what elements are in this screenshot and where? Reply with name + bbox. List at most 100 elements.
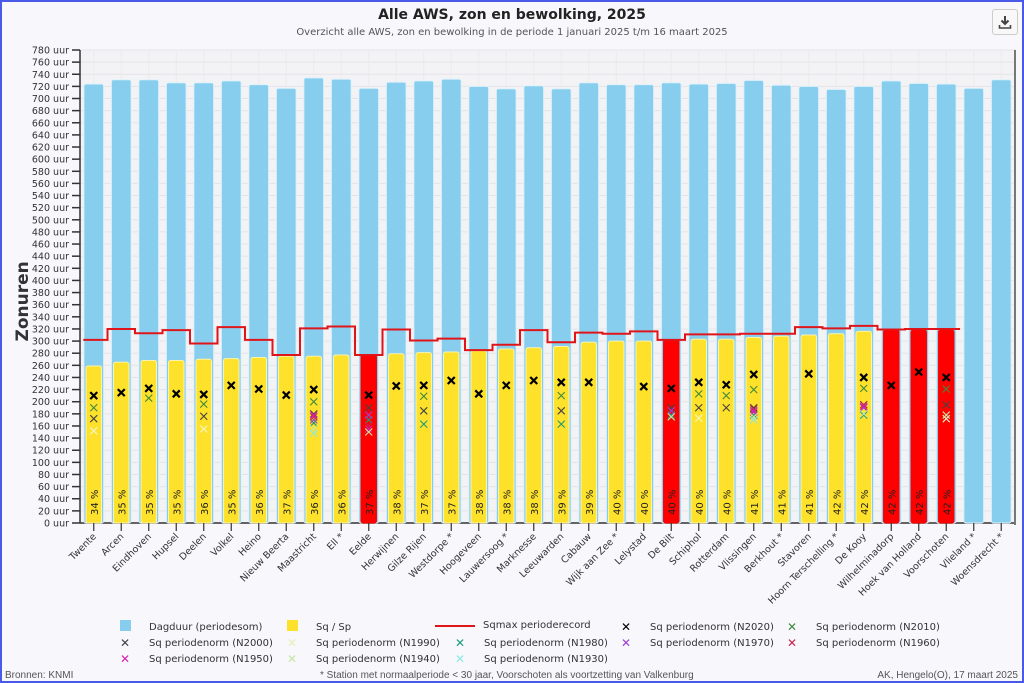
marker-sq-periodenorm-n1940- — [749, 412, 758, 421]
y-tick-label: 520 uur — [32, 203, 69, 214]
marker-sq-periodenorm-n2010- — [749, 385, 758, 394]
marker-sq-periodenorm-n1980- — [309, 419, 318, 427]
legend-line-icon — [435, 624, 475, 627]
percent-label: 34 % — [90, 490, 101, 515]
marker-sq-periodenorm-n2010- — [694, 389, 703, 398]
percent-label: 36 % — [310, 490, 321, 515]
legend-item[interactable]: ✕ Sq periodenorm (N1970) — [616, 636, 774, 650]
percent-label: 40 % — [695, 490, 706, 515]
marker-sq-periodenorm-n1970- — [667, 406, 676, 415]
marker-sq-periodenorm-n2020- — [639, 382, 649, 391]
bar-dagduur — [963, 87, 985, 524]
legend-item[interactable]: ✕ Sq periodenorm (N1950) — [115, 652, 273, 666]
legend-swatch — [286, 620, 298, 631]
legend-x-icon: ✕ — [620, 636, 632, 650]
marker-sq-periodenorm-n2020- — [529, 376, 539, 385]
footer-author: AK, Hengelo(O), 17 maart 2025 — [877, 670, 1018, 681]
marker-sq-periodenorm-n2010- — [309, 397, 318, 406]
marker-sq-periodenorm-n1950- — [364, 425, 373, 433]
marker-sq-periodenorm-n2010- — [144, 394, 153, 402]
marker-sq-periodenorm-n2020- — [446, 376, 456, 385]
marker-sq-periodenorm-n2020- — [804, 369, 814, 379]
percent-label: 42 % — [942, 490, 953, 515]
y-tick-label: 400 uur — [32, 276, 69, 287]
marker-sq-periodenorm-n2000- — [722, 403, 731, 412]
marker-sq-periodenorm-n1940- — [942, 411, 951, 419]
percent-label: 41 % — [805, 490, 816, 515]
marker-sq-periodenorm-n1990- — [199, 425, 208, 433]
marker-sq-periodenorm-n1960- — [309, 412, 318, 421]
chart-title: Alle AWS, zon en bewolking, 2025 — [378, 7, 646, 23]
marker-sq-periodenorm-n1960- — [859, 400, 868, 409]
legend-x-icon: ✕ — [786, 636, 798, 650]
legend-item[interactable]: ✕ Sq periodenorm (N1940) — [282, 652, 440, 666]
marker-sq-periodenorm-n2020- — [666, 384, 676, 393]
marker-sq-periodenorm-n1970- — [859, 403, 868, 412]
legend-item[interactable]: Dagduur (periodesom) — [115, 620, 262, 634]
legend-label: Sq periodenorm (N1950) — [149, 653, 273, 665]
marker-sq-periodenorm-n1980- — [859, 411, 868, 419]
footer-source: Bronnen: KNMI — [5, 670, 74, 681]
percent-label: 38 % — [530, 490, 541, 515]
y-tick-label: 80 uur — [38, 470, 69, 481]
legend-x-icon: ✕ — [454, 636, 466, 650]
marker-sq-periodenorm-n2020- — [501, 381, 511, 390]
y-tick-label: 180 uur — [32, 409, 69, 420]
legend-x-icon: ✕ — [286, 636, 298, 650]
legend-item[interactable]: Sq / Sp — [282, 620, 351, 634]
marker-sq-periodenorm-n2020- — [419, 381, 429, 390]
marker-sq-periodenorm-n2020- — [171, 389, 181, 399]
percent-label: 41 % — [777, 490, 788, 515]
percent-label: 37 % — [420, 490, 431, 515]
marker-sq-periodenorm-n2020- — [364, 390, 374, 400]
download-icon — [998, 16, 1012, 29]
y-tick-label: 340 uur — [32, 312, 69, 323]
percent-label: 35 % — [117, 490, 128, 515]
legend-x-icon: ✕ — [119, 636, 131, 650]
legend-item[interactable]: ✕ Sq periodenorm (N2000) — [115, 636, 273, 650]
legend-item[interactable]: ✕ Sq periodenorm (N1960) — [782, 636, 940, 650]
marker-sq-periodenorm-n1950- — [859, 402, 868, 411]
y-tick-label: 100 uur — [32, 458, 69, 469]
marker-sq-periodenorm-n2000- — [364, 403, 373, 412]
legend-label: Dagduur (periodesom) — [149, 621, 263, 633]
marker-sq-periodenorm-n2020- — [721, 380, 731, 390]
marker-sq-periodenorm-n2010- — [859, 384, 868, 393]
marker-sq-periodenorm-n1980- — [419, 420, 428, 429]
y-tick-label: 660 uur — [32, 118, 69, 129]
y-tick-label: 620 uur — [32, 143, 69, 154]
download-button[interactable] — [992, 9, 1018, 35]
marker-sq-periodenorm-n2020- — [859, 373, 869, 382]
marker-sq-periodenorm-n1930- — [749, 416, 758, 424]
marker-sq-periodenorm-n1980- — [557, 420, 566, 429]
legend-item[interactable]: ✕ Sq periodenorm (N1990) — [282, 636, 440, 650]
y-tick-label: 280 uur — [32, 349, 69, 360]
marker-sq-periodenorm-n2000- — [694, 403, 703, 412]
legend-item[interactable]: Sqmax perioderecord — [435, 620, 591, 631]
marker-sq-periodenorm-n2020- — [309, 385, 319, 394]
percent-label: 40 % — [667, 490, 678, 515]
legend-item[interactable]: ✕ Sq periodenorm (N2010) — [782, 620, 940, 634]
legend-x-icon: ✕ — [786, 620, 798, 634]
y-tick-label: 700 uur — [32, 94, 69, 105]
legend-item[interactable]: ✕ Sq periodenorm (N2020) — [616, 620, 774, 634]
marker-sq-periodenorm-n2000- — [557, 406, 566, 415]
marker-sq-periodenorm-n1990- — [942, 414, 951, 423]
percent-label: 37 % — [282, 490, 293, 515]
y-tick-label: 140 uur — [32, 434, 69, 445]
y-tick-label: 200 uur — [32, 397, 69, 408]
x-tick-label: Twente — [67, 531, 99, 563]
legend-item[interactable]: ✕ Sq periodenorm (N1930) — [450, 652, 608, 666]
marker-sq-periodenorm-n2020- — [391, 381, 401, 391]
marker-sq-periodenorm-n2000- — [942, 400, 951, 409]
marker-sq-periodenorm-n2020- — [144, 384, 154, 393]
legend-item[interactable]: ✕ Sq periodenorm (N1980) — [450, 636, 608, 650]
y-tick-label: 580 uur — [32, 167, 69, 178]
y-tick-label: 240 uur — [32, 373, 69, 384]
marker-sq-periodenorm-n2000- — [89, 414, 98, 423]
marker-sq-periodenorm-n2020- — [941, 373, 951, 382]
marker-sq-periodenorm-n2000- — [667, 403, 676, 412]
marker-sq-periodenorm-n2020- — [914, 367, 924, 377]
y-tick-label: 540 uur — [32, 191, 69, 202]
bar-dagduur — [990, 79, 1012, 524]
